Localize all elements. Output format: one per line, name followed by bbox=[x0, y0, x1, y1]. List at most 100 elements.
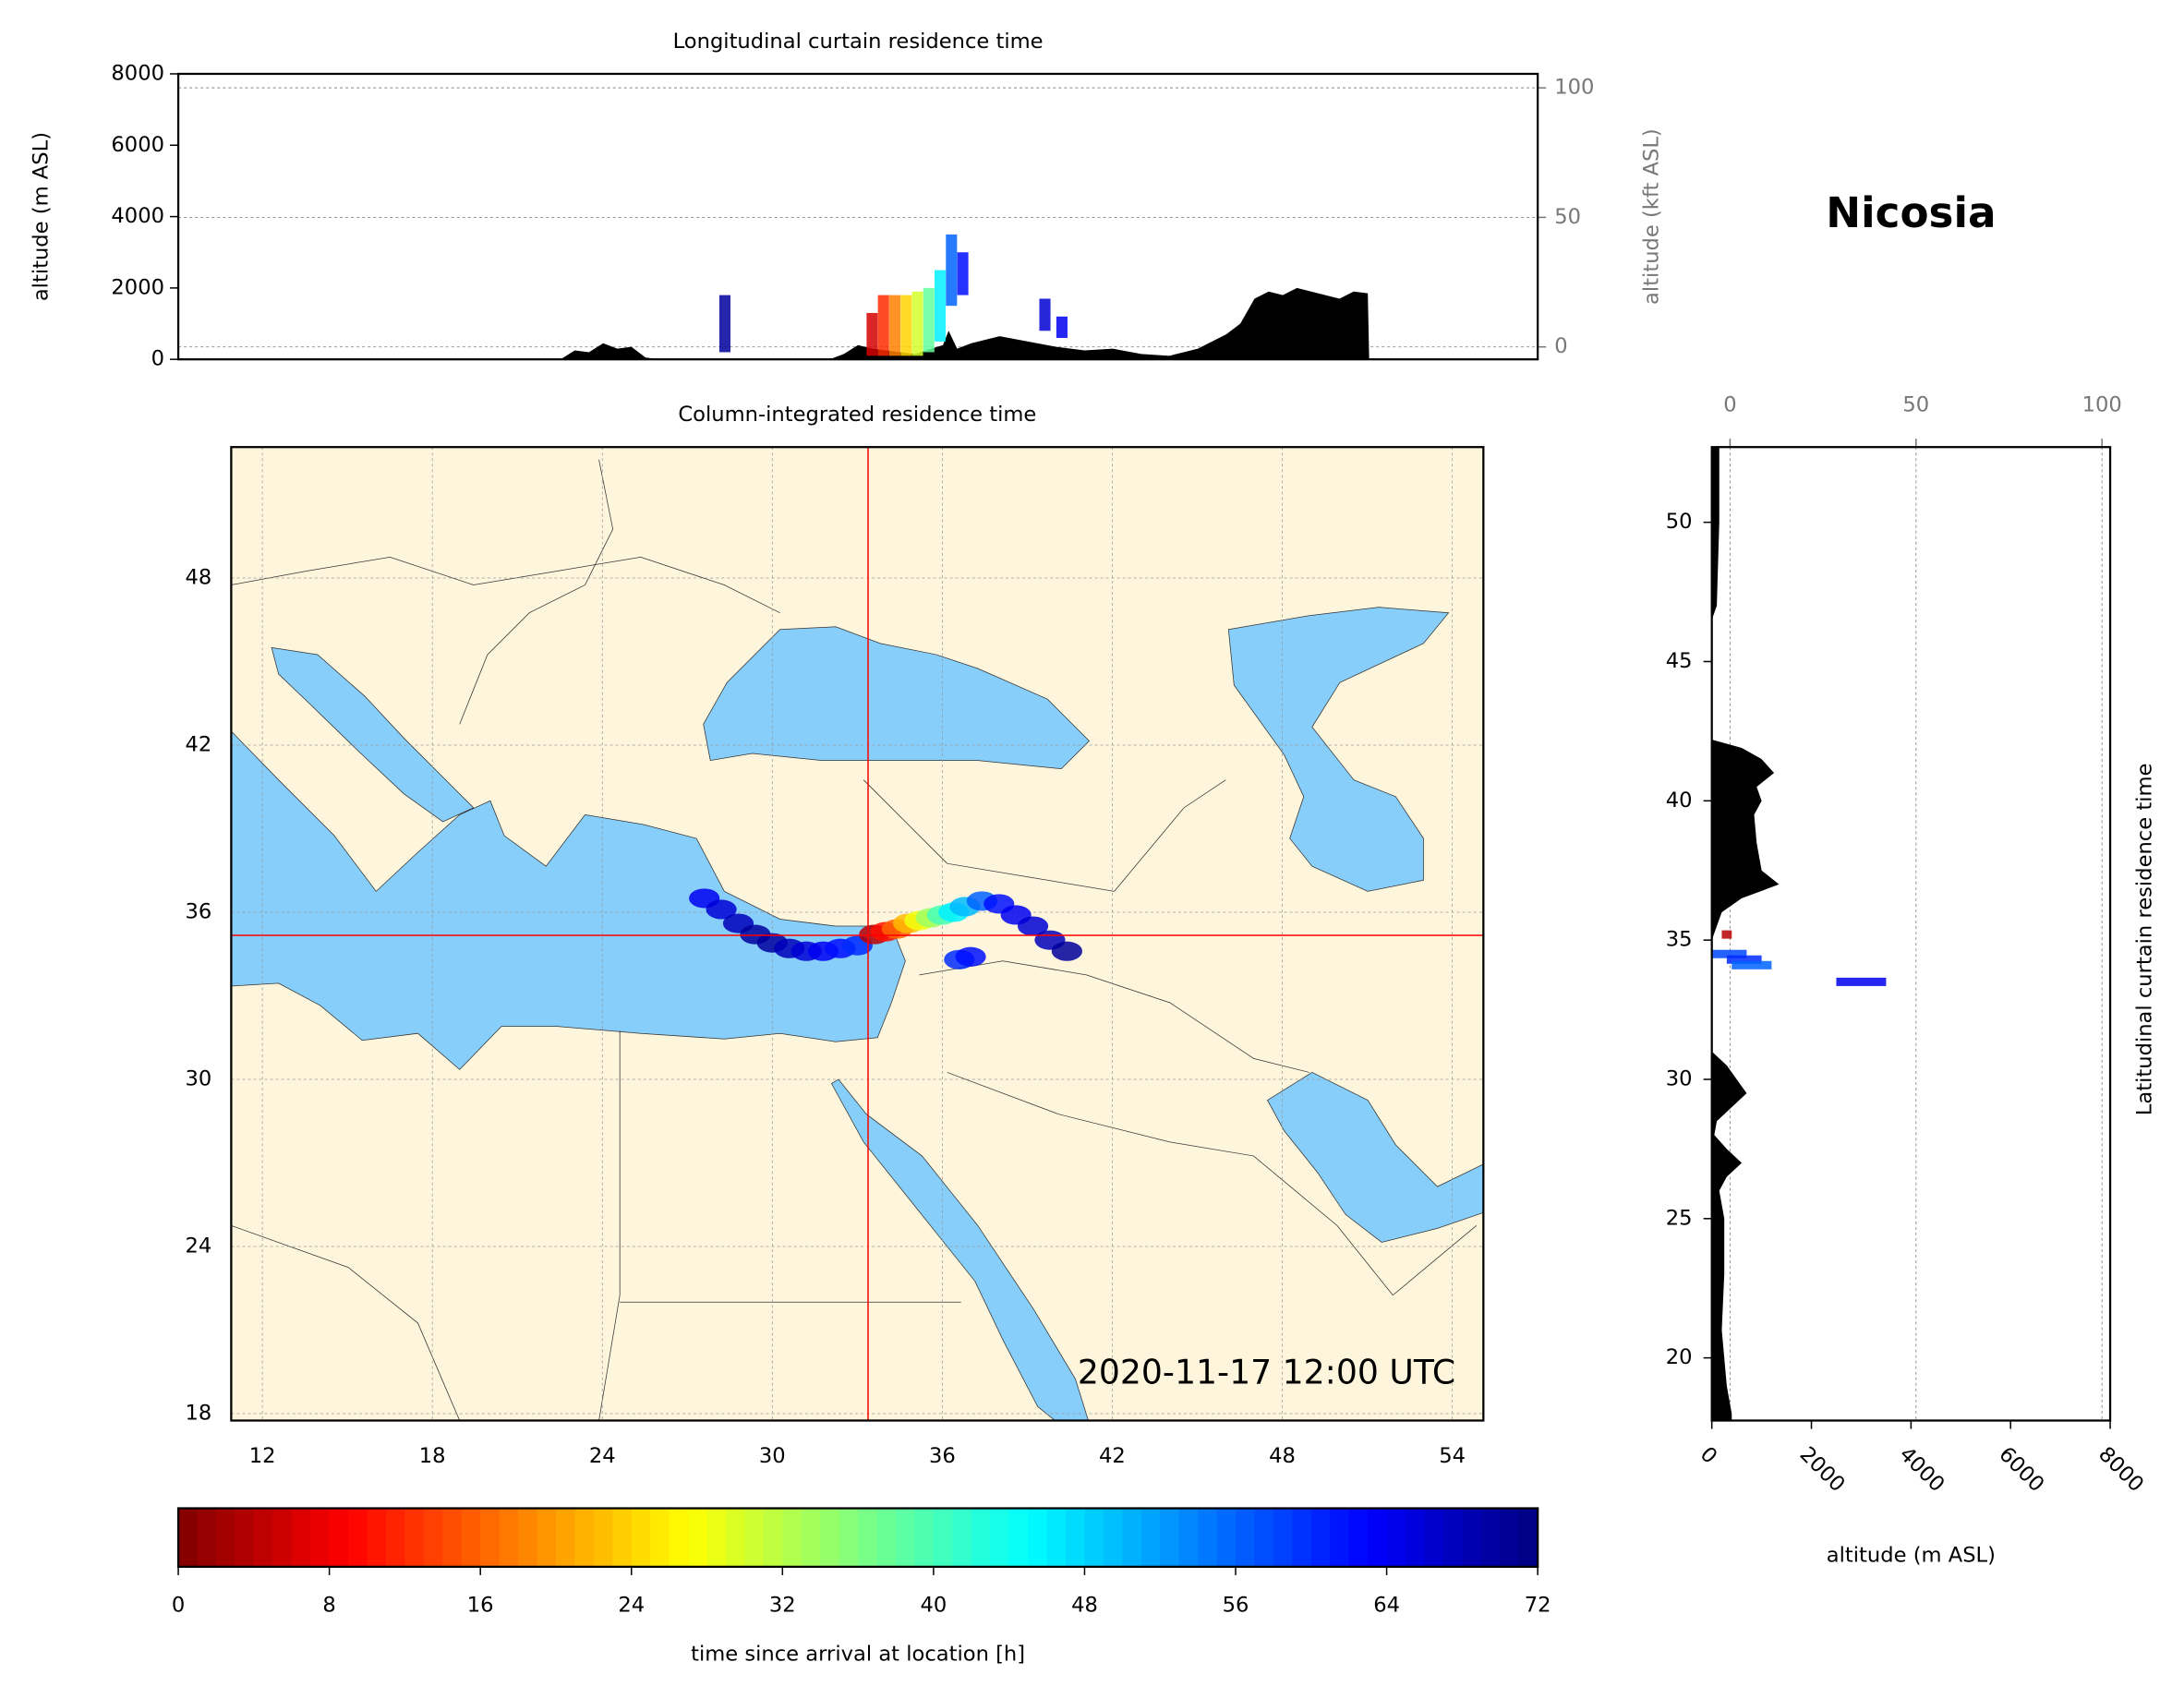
colorbar-band bbox=[612, 1508, 633, 1567]
colorbar-band bbox=[876, 1508, 897, 1567]
colorbar-tick-label: 40 bbox=[920, 1594, 947, 1618]
colorbar-band bbox=[480, 1508, 501, 1567]
colorbar-band bbox=[555, 1508, 576, 1567]
colorbar-band bbox=[669, 1508, 689, 1567]
profile-overlay bbox=[1711, 447, 1887, 1421]
colorbar-band bbox=[442, 1508, 463, 1567]
colorbar-band bbox=[1216, 1508, 1237, 1567]
y2-tick-label: 0 bbox=[1554, 334, 1567, 358]
colorbar-band bbox=[1348, 1508, 1369, 1567]
colorbar-band bbox=[272, 1508, 293, 1567]
colorbar-band bbox=[1103, 1508, 1124, 1567]
axes-frame bbox=[1710, 446, 2112, 1422]
plume-cell bbox=[900, 295, 912, 356]
plume-cell bbox=[877, 295, 889, 356]
colorbar-band bbox=[1500, 1508, 1520, 1567]
x2-tick-label: 50 bbox=[1902, 392, 1929, 416]
colorbar-band bbox=[215, 1508, 236, 1567]
persian-gulf bbox=[1267, 1071, 1484, 1243]
colorbar-band bbox=[1140, 1508, 1161, 1567]
y-tick-label: 30 bbox=[185, 1066, 211, 1090]
y-tick-label: 48 bbox=[185, 565, 211, 589]
axes-frame bbox=[176, 72, 1539, 361]
colorbar-band bbox=[329, 1508, 349, 1567]
colorbar-band bbox=[1386, 1508, 1406, 1567]
colorbar-band bbox=[933, 1508, 954, 1567]
colorbar-band bbox=[914, 1508, 935, 1567]
y-tick-label: 25 bbox=[1666, 1206, 1693, 1230]
colorbar-band bbox=[518, 1508, 538, 1567]
colorbar-band bbox=[1480, 1508, 1502, 1567]
terrain bbox=[178, 287, 1370, 360]
terrain bbox=[1711, 447, 1780, 1421]
plume-cell bbox=[946, 234, 958, 307]
colorbar-band bbox=[537, 1508, 557, 1567]
colorbar-band bbox=[706, 1508, 727, 1567]
x-tick-label: 36 bbox=[929, 1444, 956, 1468]
y-axis-label: Latitudinal curtain residence time bbox=[2132, 764, 2156, 1116]
plume-cell bbox=[1732, 960, 1772, 969]
y-tick-label: 20 bbox=[1666, 1345, 1693, 1369]
y-tick-label: 24 bbox=[185, 1234, 211, 1258]
colorbar-band bbox=[763, 1508, 784, 1567]
colorbar-band bbox=[895, 1508, 916, 1567]
colorbar-band bbox=[1046, 1508, 1067, 1567]
colorbar-band bbox=[952, 1508, 972, 1567]
colorbar-band bbox=[1198, 1508, 1218, 1567]
plume-point bbox=[955, 946, 986, 967]
colorbar-tick-label: 0 bbox=[172, 1594, 185, 1618]
colorbar-band bbox=[1292, 1508, 1312, 1567]
map-geography bbox=[231, 459, 1484, 1421]
axes-frame bbox=[176, 1507, 1539, 1569]
plume-point bbox=[706, 899, 737, 920]
y-tick-label: 8000 bbox=[111, 61, 164, 85]
y-tick-label: 35 bbox=[1666, 928, 1693, 952]
colorbar-band bbox=[1236, 1508, 1256, 1567]
y-tick-label: 45 bbox=[1666, 649, 1693, 673]
colorbar-band bbox=[1066, 1508, 1086, 1567]
plume-cell bbox=[1056, 316, 1068, 338]
colorbar-band bbox=[1368, 1508, 1388, 1567]
colorbar-band bbox=[1424, 1508, 1444, 1567]
adriatic-sea bbox=[271, 646, 475, 823]
plume-cell bbox=[1711, 949, 1747, 958]
chart-title: Column-integrated residence time bbox=[678, 403, 1036, 427]
colorbar-band bbox=[385, 1508, 406, 1567]
colorbar-band bbox=[858, 1508, 878, 1567]
x-tick-label: 48 bbox=[1269, 1444, 1296, 1468]
plume-cell bbox=[1836, 977, 1887, 986]
plume-point bbox=[1051, 941, 1082, 961]
y-axis-label: altitude (m ASL) bbox=[30, 132, 54, 301]
colorbar-tick-label: 24 bbox=[618, 1594, 645, 1618]
colorbar-band bbox=[1084, 1508, 1104, 1567]
colorbar-tick-label: 64 bbox=[1373, 1594, 1400, 1618]
country-border bbox=[598, 1030, 621, 1421]
mediterranean-sea bbox=[231, 730, 906, 1070]
y-tick-label: 4000 bbox=[111, 204, 164, 228]
chart-title: Longitudinal curtain residence time bbox=[673, 30, 1044, 54]
colorbar-band bbox=[839, 1508, 859, 1567]
colorbar-tick-label: 8 bbox=[322, 1594, 335, 1618]
colorbar-band bbox=[1462, 1508, 1482, 1567]
colorbar-band bbox=[1028, 1508, 1048, 1567]
plume-cell bbox=[935, 270, 947, 342]
colorbar-tick-label: 16 bbox=[467, 1594, 494, 1618]
colorbar-band bbox=[1310, 1508, 1332, 1567]
x-tick-label: 42 bbox=[1099, 1444, 1126, 1468]
colorbar-band bbox=[1178, 1508, 1199, 1567]
x2-tick-label: 100 bbox=[2082, 392, 2122, 416]
colorbar-band bbox=[990, 1508, 1010, 1567]
station-name: Nicosia bbox=[1826, 188, 1996, 237]
colorbar-band bbox=[631, 1508, 651, 1567]
y2-axis-label: altitude (kft ASL) bbox=[1639, 128, 1663, 305]
y-tick-label: 36 bbox=[185, 899, 211, 923]
plume-cell bbox=[1726, 955, 1762, 964]
colorbar-band bbox=[971, 1508, 991, 1567]
colorbar-tick-label: 48 bbox=[1071, 1594, 1098, 1618]
y2-tick-label: 50 bbox=[1554, 205, 1581, 229]
colorbar-band bbox=[1254, 1508, 1274, 1567]
colorbar-band bbox=[782, 1508, 802, 1567]
colorbar-band bbox=[1122, 1508, 1142, 1567]
red-sea bbox=[830, 1078, 1089, 1421]
